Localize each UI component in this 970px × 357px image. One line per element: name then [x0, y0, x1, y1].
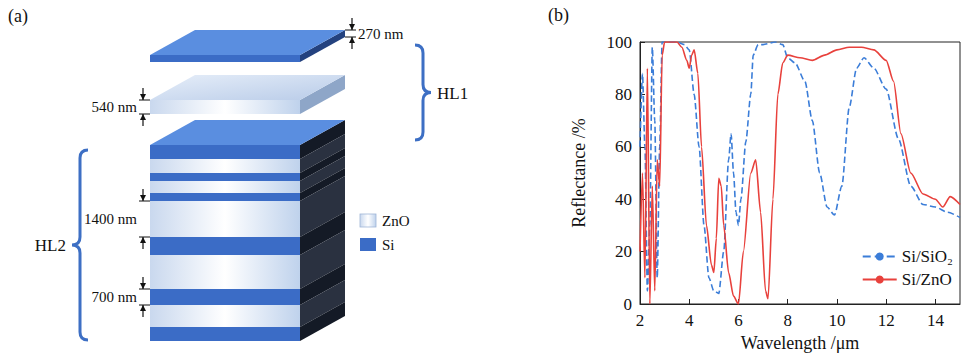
svg-text:270 nm: 270 nm — [358, 26, 404, 42]
svg-text:0: 0 — [624, 295, 633, 314]
svg-text:ZnO: ZnO — [382, 213, 410, 229]
svg-text:20: 20 — [615, 242, 632, 261]
svg-text:Si/SiO₂: Si/SiO₂ — [902, 247, 953, 266]
svg-text:540 nm: 540 nm — [92, 99, 138, 115]
svg-text:40: 40 — [615, 190, 632, 209]
svg-text:Si/ZnO: Si/ZnO — [902, 270, 952, 289]
svg-text:Si: Si — [382, 237, 395, 253]
svg-text:700 nm: 700 nm — [92, 289, 138, 305]
svg-text:8: 8 — [783, 311, 792, 330]
svg-text:Reflectance /%: Reflectance /% — [569, 118, 589, 227]
svg-text:12: 12 — [878, 311, 895, 330]
svg-text:(b): (b) — [548, 5, 569, 26]
svg-text:80: 80 — [615, 85, 632, 104]
svg-text:2: 2 — [636, 311, 645, 330]
svg-text:100: 100 — [607, 33, 633, 52]
svg-text:(a): (a) — [8, 6, 28, 27]
svg-text:Wavelength /μm: Wavelength /μm — [741, 333, 860, 353]
svg-text:6: 6 — [734, 311, 743, 330]
svg-text:60: 60 — [615, 137, 632, 156]
svg-text:14: 14 — [927, 311, 945, 330]
svg-text:4: 4 — [685, 311, 694, 330]
svg-text:10: 10 — [828, 311, 845, 330]
svg-text:HL2: HL2 — [35, 236, 66, 255]
svg-text:HL1: HL1 — [437, 84, 468, 103]
svg-text:1400 nm: 1400 nm — [84, 211, 137, 227]
